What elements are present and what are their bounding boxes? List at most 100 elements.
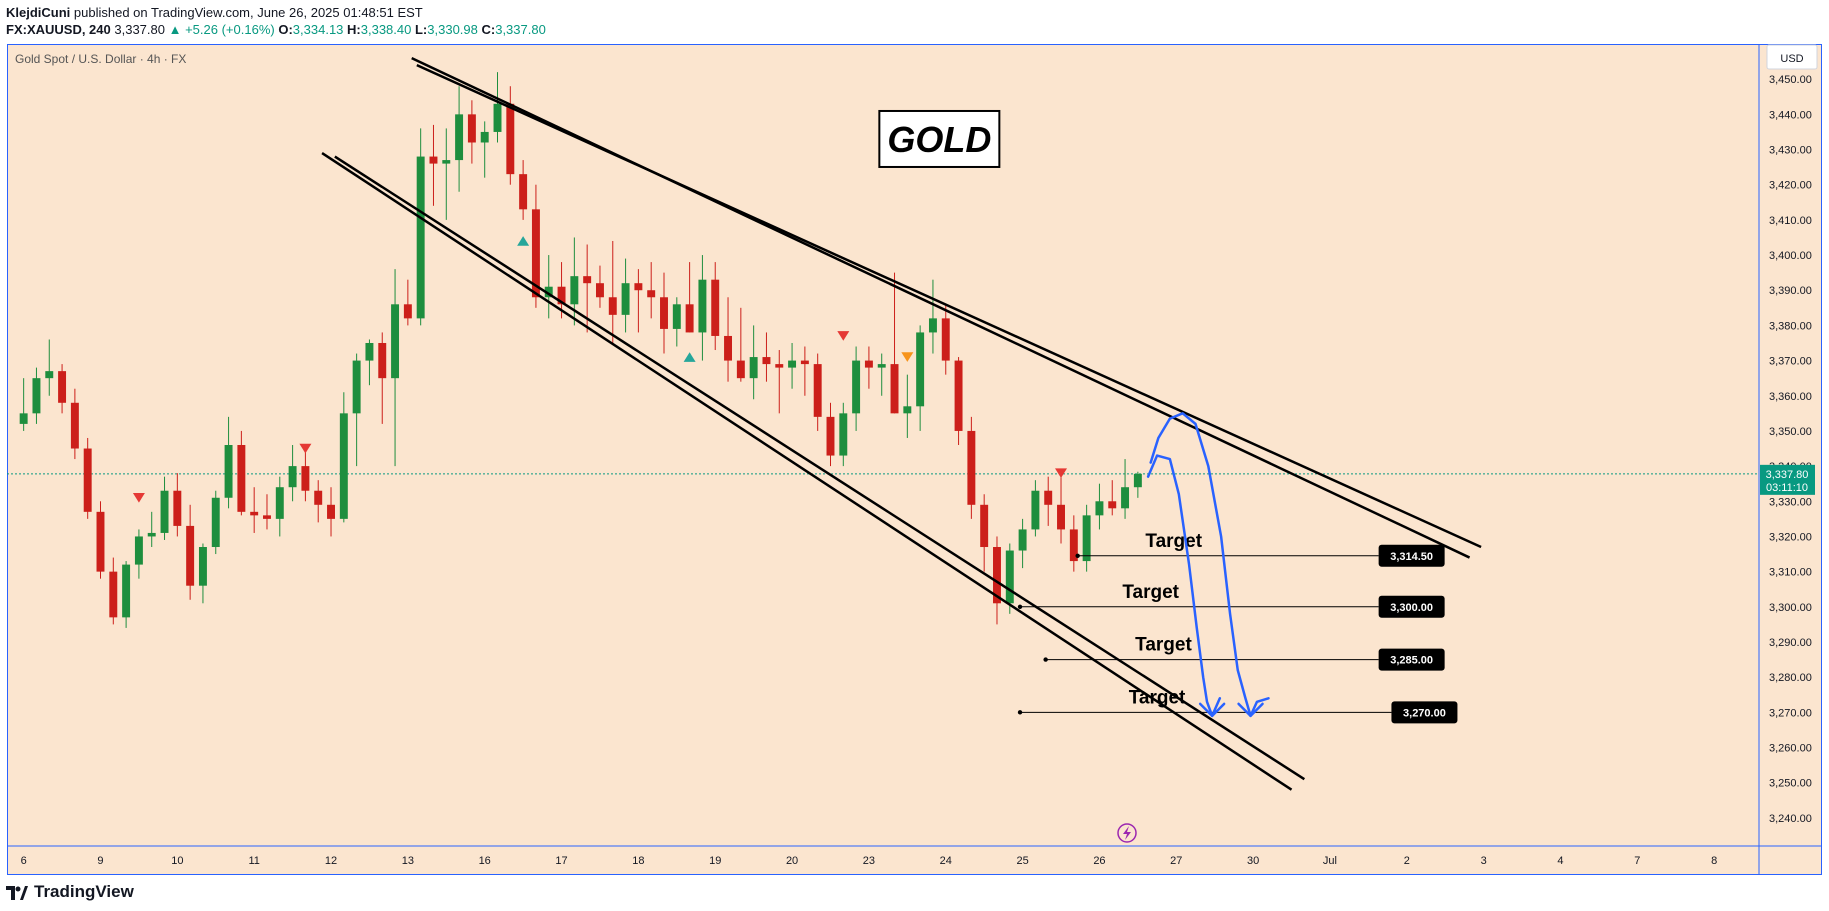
candle-body bbox=[1121, 487, 1130, 509]
x-axis: 6 9 10 11 12 13 16 17 18 19 20 23 24 25 26 27 30 Jul 2 3 4 7 8 bbox=[21, 855, 1718, 867]
target-label: Target bbox=[1129, 687, 1186, 708]
tradingview-logo[interactable]: TradingView bbox=[6, 882, 134, 902]
signal-markers bbox=[132, 236, 1068, 503]
candle-body bbox=[864, 360, 873, 368]
close-value: 3,337.80 bbox=[495, 22, 546, 37]
y-tick-label: 3,290.00 bbox=[1769, 637, 1812, 649]
price-chart[interactable]: Gold Spot / U.S. Dollar · 4h · FX USD 3,… bbox=[7, 44, 1822, 875]
candle-body bbox=[1044, 490, 1053, 505]
open-label: O: bbox=[278, 22, 293, 37]
channel-lines bbox=[321, 56, 1482, 791]
x-tick-label: 19 bbox=[709, 855, 721, 867]
candle-body bbox=[58, 371, 67, 403]
x-tick-label: 24 bbox=[940, 855, 952, 867]
candle-body bbox=[275, 487, 284, 519]
candle-body bbox=[621, 283, 630, 315]
x-tick-label: 8 bbox=[1711, 855, 1717, 867]
candle-body bbox=[1069, 529, 1078, 562]
y-tick-label: 3,310.00 bbox=[1769, 567, 1812, 579]
candle-body bbox=[134, 536, 143, 565]
countdown-label: 03:11:10 bbox=[1766, 482, 1808, 494]
candle-body bbox=[711, 279, 720, 336]
last-value: 3,337.80 bbox=[114, 22, 165, 37]
y-tick-label: 3,370.00 bbox=[1769, 356, 1812, 368]
down-arrow-marker bbox=[901, 352, 914, 362]
projection-arrowhead bbox=[1237, 702, 1264, 718]
candle-body bbox=[96, 511, 105, 572]
y-tick-label: 3,380.00 bbox=[1769, 320, 1812, 332]
open-value: 3,334.13 bbox=[292, 22, 344, 37]
projection-arrowhead bbox=[1198, 702, 1226, 718]
up-arrow-marker bbox=[517, 236, 530, 246]
candle-body bbox=[186, 525, 195, 586]
candle-body bbox=[852, 360, 861, 414]
candle-body bbox=[583, 276, 592, 284]
candle-body bbox=[480, 131, 489, 143]
candle-body bbox=[147, 532, 156, 537]
candle-body bbox=[749, 357, 758, 379]
target-price-label: 3,270.00 bbox=[1403, 707, 1446, 719]
candle-body bbox=[122, 564, 131, 618]
y-tick-label: 3,400.00 bbox=[1769, 250, 1812, 262]
candle-body bbox=[301, 466, 310, 491]
publish-info: KlejdiCuni published on TradingView.com,… bbox=[6, 4, 546, 21]
x-tick-label: 23 bbox=[863, 855, 875, 867]
x-tick-label: 4 bbox=[1557, 855, 1563, 867]
candle-body bbox=[941, 318, 950, 361]
annotation-box bbox=[878, 109, 1001, 168]
y-tick-label: 3,440.00 bbox=[1769, 109, 1812, 121]
chart-title: Gold Spot / U.S. Dollar · 4h · FX bbox=[15, 52, 186, 66]
candle-body bbox=[32, 378, 41, 414]
x-tick-label: 7 bbox=[1634, 855, 1640, 867]
candle-body bbox=[1005, 550, 1014, 604]
candle-body bbox=[839, 413, 848, 456]
candle-body bbox=[416, 156, 425, 319]
candle-body bbox=[813, 364, 822, 417]
target-anchor-dot bbox=[1043, 657, 1048, 662]
candle-body bbox=[647, 290, 656, 298]
candle-body bbox=[903, 406, 912, 414]
projection-path bbox=[1146, 454, 1222, 718]
y-tick-label: 3,350.00 bbox=[1769, 426, 1812, 438]
candle-body bbox=[314, 490, 323, 505]
candle-body bbox=[83, 448, 92, 512]
projection-paths bbox=[1146, 412, 1270, 718]
candle-body bbox=[1082, 515, 1091, 562]
candle-body bbox=[1095, 501, 1104, 516]
target-anchor-dot bbox=[1017, 604, 1023, 610]
target-price-box bbox=[1378, 595, 1445, 618]
candle-body bbox=[660, 297, 668, 329]
x-tick-label: 16 bbox=[479, 855, 491, 867]
chart-header: KlejdiCuni published on TradingView.com,… bbox=[6, 4, 546, 38]
candle-body bbox=[237, 445, 246, 512]
x-tick-label: 25 bbox=[1016, 855, 1028, 867]
currency-label: USD bbox=[1780, 53, 1803, 65]
last-price-label: 3,337.80 bbox=[1766, 469, 1809, 481]
target-label: Target bbox=[1145, 531, 1202, 552]
target-price-label: 3,300.00 bbox=[1390, 602, 1433, 614]
high-value: 3,338.40 bbox=[360, 22, 412, 37]
x-tick-label: 18 bbox=[632, 855, 644, 867]
currency-button[interactable] bbox=[1766, 44, 1818, 70]
y-tick-label: 3,330.00 bbox=[1769, 496, 1812, 508]
author-name[interactable]: KlejdiCuni bbox=[6, 5, 71, 20]
candle-body bbox=[788, 360, 797, 368]
y-axis: 3,240.00 3,250.00 3,260.00 3,270.00 3,280.00… bbox=[1769, 74, 1812, 825]
candle-body bbox=[980, 504, 989, 548]
candle-body bbox=[634, 283, 643, 291]
lightning-icon[interactable] bbox=[1117, 823, 1137, 843]
x-tick-label: 17 bbox=[555, 855, 567, 867]
x-tick-label: 2 bbox=[1404, 855, 1410, 867]
x-tick-label: 11 bbox=[248, 855, 259, 867]
symbol-summary: FX:XAUUSD, 240 3,337.80 ▲ +5.26 (+0.16%)… bbox=[6, 21, 546, 38]
candle-body bbox=[19, 413, 28, 424]
candle-body bbox=[429, 156, 438, 164]
candle-body bbox=[211, 497, 220, 548]
candle-body bbox=[173, 490, 182, 526]
candle-body bbox=[70, 402, 79, 449]
candle-body bbox=[455, 114, 464, 161]
x-tick-label: 30 bbox=[1247, 855, 1259, 867]
candle-body bbox=[1057, 504, 1065, 530]
target-price-box bbox=[1378, 544, 1445, 567]
candle-body bbox=[928, 318, 937, 333]
